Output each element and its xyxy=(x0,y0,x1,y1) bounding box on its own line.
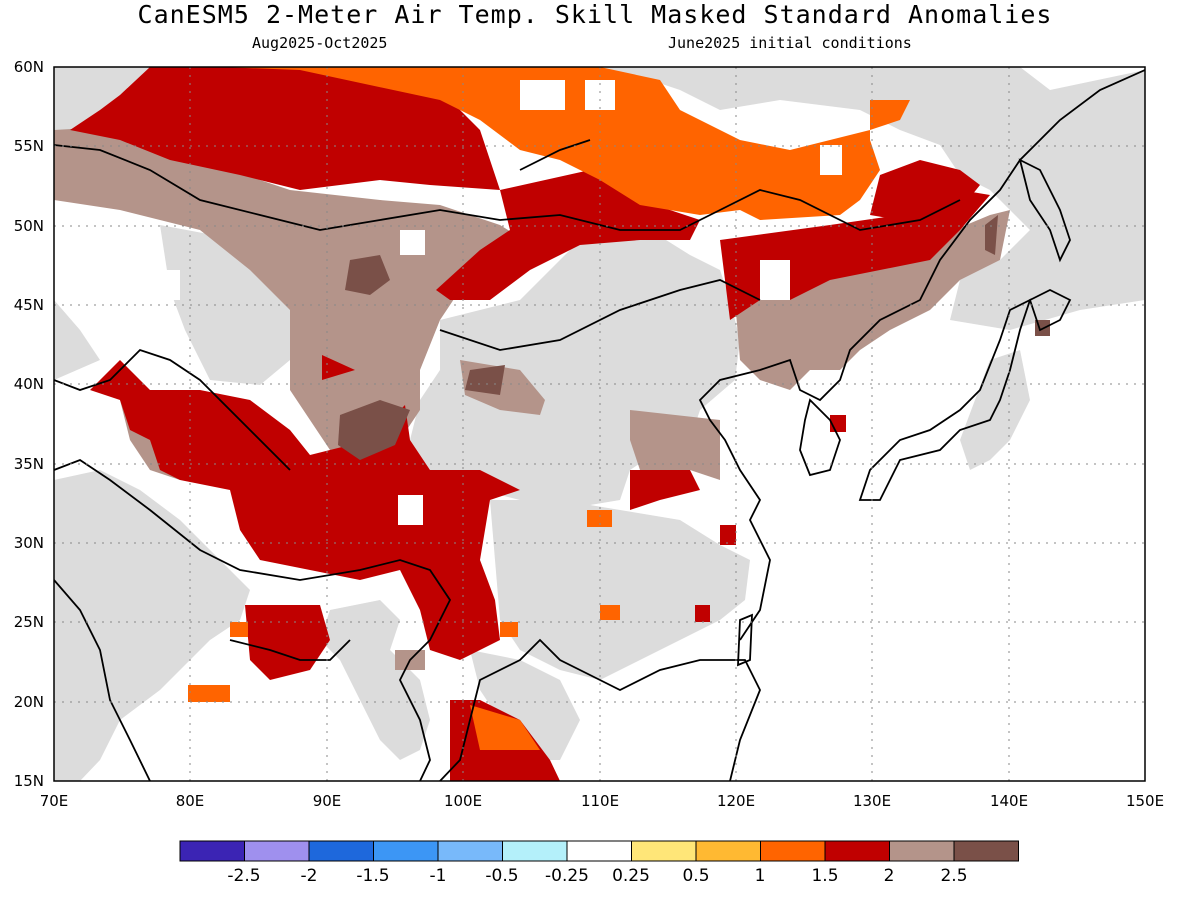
latitude-labels: 60N 55N 50N 45N 40N 35N 30N 25N 20N 15N xyxy=(14,58,44,790)
legend-swatch xyxy=(566,840,632,862)
lat-label: 50N xyxy=(14,217,44,235)
legend-swatch xyxy=(889,840,955,862)
lat-label: 45N xyxy=(14,296,44,314)
legend-label: -2 xyxy=(301,866,318,886)
legend-swatch xyxy=(373,840,439,862)
legend-swatch xyxy=(179,840,245,862)
lat-label: 30N xyxy=(14,534,44,552)
legend-labels: -2.5 -2 -1.5 -1 -0.5 -0.25 0.25 0.5 1 1.… xyxy=(227,866,967,886)
legend-label: -0.25 xyxy=(545,866,589,886)
legend-label: 2 xyxy=(884,866,895,886)
forecast-period: Aug2025-Oct2025 xyxy=(252,34,388,52)
legend-label: -2.5 xyxy=(227,866,260,886)
legend-label: 0.25 xyxy=(612,866,650,886)
lon-label: 150E xyxy=(1126,792,1164,810)
lon-label: 80E xyxy=(176,792,205,810)
legend-label: 0.5 xyxy=(682,866,709,886)
initial-conditions: June2025 initial conditions xyxy=(668,34,912,52)
legend-swatch xyxy=(631,840,697,862)
lat-label: 15N xyxy=(14,772,44,790)
legend-label: 2.5 xyxy=(940,866,967,886)
lon-label: 140E xyxy=(990,792,1028,810)
lon-label: 120E xyxy=(717,792,755,810)
lat-label: 20N xyxy=(14,693,44,711)
anomaly-1.5-to-2 xyxy=(70,67,990,781)
legend-label: -1 xyxy=(430,866,447,886)
legend-label: -1.5 xyxy=(356,866,389,886)
legend-label: 1 xyxy=(755,866,766,886)
lon-label: 70E xyxy=(40,792,69,810)
lat-label: 60N xyxy=(14,58,44,76)
map-title: CanESM5 2-Meter Air Temp. Skill Masked S… xyxy=(137,0,1053,29)
anomaly-above-2.5 xyxy=(338,215,1050,460)
legend-swatch xyxy=(953,840,1019,862)
legend-swatch xyxy=(760,840,826,862)
lat-label: 35N xyxy=(14,455,44,473)
lon-label: 90E xyxy=(313,792,342,810)
lat-label: 55N xyxy=(14,137,44,155)
legend-swatch xyxy=(824,840,890,862)
legend-swatch xyxy=(695,840,761,862)
coastlines-and-borders xyxy=(54,69,1145,781)
legend-swatch xyxy=(502,840,568,862)
legend-swatch xyxy=(308,840,374,862)
map-frame xyxy=(53,66,1146,782)
lon-label: 130E xyxy=(853,792,891,810)
lon-label: 110E xyxy=(581,792,619,810)
anomaly-1-to-1.5 xyxy=(188,67,910,750)
gridlines xyxy=(54,67,1145,781)
color-legend xyxy=(179,840,1019,862)
lat-label: 40N xyxy=(14,375,44,393)
longitude-labels: 70E 80E 90E 100E 110E 120E 130E 140E 150… xyxy=(40,792,1164,810)
legend-swatch xyxy=(437,840,503,862)
lon-label: 100E xyxy=(444,792,482,810)
near-zero-cells xyxy=(70,80,842,525)
legend-label: 1.5 xyxy=(811,866,838,886)
legend-swatch xyxy=(244,840,310,862)
lat-label: 25N xyxy=(14,613,44,631)
legend-label: -0.5 xyxy=(485,866,518,886)
